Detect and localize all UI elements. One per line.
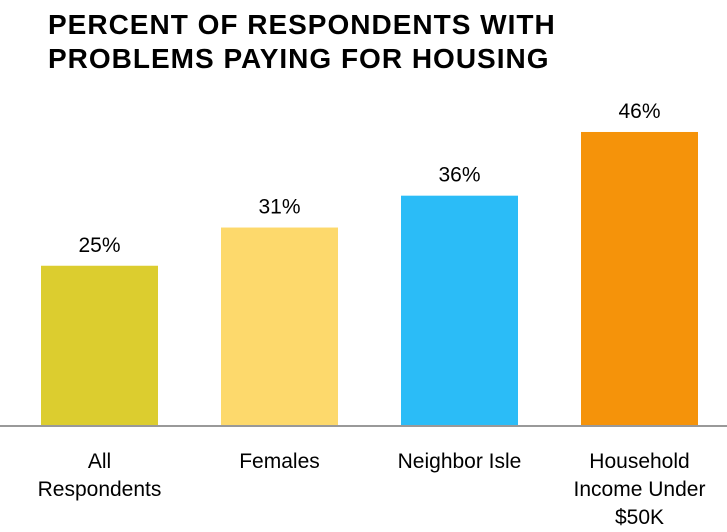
value-label: 36% [438,164,480,187]
x-tick-label: Household Income Under $50K [573,450,706,529]
title-line: PERCENT OF RESPONDENTS WITH [48,9,556,40]
bar [401,195,518,425]
x-tick-label: Females [239,450,320,473]
value-label: 25% [78,234,120,257]
value-label: 31% [258,196,300,219]
x-tick-label: Neighbor Isle [397,450,522,473]
x-tick-label: All Respondents [37,450,162,501]
title-line: PROBLEMS PAYING FOR HOUSING [48,43,550,74]
bar [41,265,158,425]
chart-title: PERCENT OF RESPONDENTS WITH PROBLEMS PAY… [48,8,648,76]
value-label: 46% [618,100,660,123]
bar [221,227,338,425]
bar [581,131,698,426]
